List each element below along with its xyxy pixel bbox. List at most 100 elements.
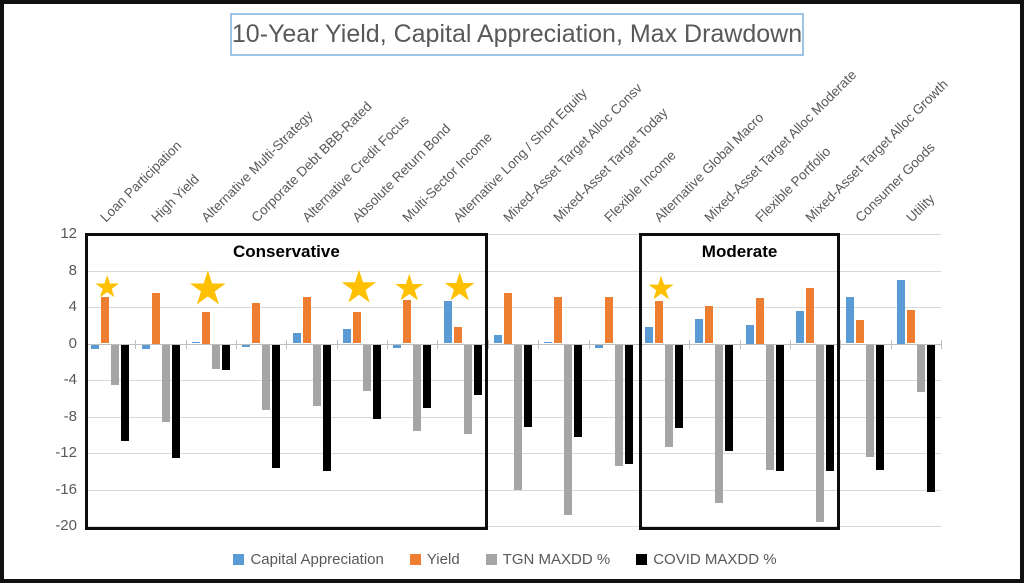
- bar-covid-maxdd-: [372, 344, 381, 420]
- legend-label: TGN MAXDD %: [502, 550, 611, 568]
- y-axis-label: 12: [60, 225, 77, 242]
- bar-tgn-maxdd-: [312, 344, 321, 406]
- bar-yield: [151, 293, 160, 344]
- bar-capital-appreciation: [594, 344, 603, 349]
- legend-swatch: [485, 553, 497, 565]
- bar-tgn-maxdd-: [665, 344, 674, 447]
- zero-axis-line: [85, 343, 941, 345]
- bar-covid-maxdd-: [171, 344, 180, 458]
- gridline: [85, 526, 941, 527]
- bar-tgn-maxdd-: [614, 344, 623, 466]
- bar-covid-maxdd-: [675, 344, 684, 429]
- y-axis-label: -16: [55, 480, 77, 498]
- bar-tgn-maxdd-: [916, 344, 925, 392]
- bar-capital-appreciation: [645, 327, 654, 344]
- bar-yield: [252, 303, 261, 344]
- chart-title: 10-Year Yield, Capital Appreciation, Max…: [231, 20, 803, 48]
- star-icon: ★: [646, 270, 676, 306]
- star-icon: ★: [187, 262, 229, 314]
- bar-capital-appreciation: [745, 325, 754, 344]
- bar-yield: [705, 306, 714, 344]
- bar-yield: [906, 309, 915, 344]
- gridline: [85, 234, 941, 235]
- bar-tgn-maxdd-: [514, 344, 522, 490]
- bar-yield: [352, 312, 361, 344]
- zero-axis-tick: [336, 339, 338, 349]
- bar-yield: [101, 296, 110, 344]
- star-icon: ★: [442, 267, 477, 309]
- group-box-label: Moderate: [701, 242, 778, 261]
- zero-axis-tick: [286, 339, 288, 349]
- legend-swatch: [636, 553, 648, 565]
- legend-item: Yield: [409, 550, 460, 568]
- legend-swatch: [409, 553, 421, 565]
- zero-axis-tick: [185, 339, 187, 349]
- bar-covid-maxdd-: [423, 344, 432, 409]
- bar-capital-appreciation: [846, 296, 855, 344]
- legend-label: Yield: [426, 550, 460, 568]
- zero-axis-tick: [538, 339, 540, 349]
- bar-covid-maxdd-: [775, 344, 784, 472]
- zero-axis-tick: [387, 339, 389, 349]
- bar-capital-appreciation: [342, 328, 351, 344]
- bar-capital-appreciation: [695, 318, 704, 344]
- bar-yield: [403, 299, 412, 344]
- bar-tgn-maxdd-: [111, 344, 120, 385]
- bar-covid-maxdd-: [322, 344, 331, 472]
- legend-item: Capital Appreciation: [233, 550, 384, 568]
- zero-axis-tick: [840, 339, 842, 349]
- bar-yield: [453, 327, 462, 344]
- bar-tgn-maxdd-: [816, 344, 825, 523]
- bar-tgn-maxdd-: [362, 344, 371, 392]
- bar-capital-appreciation: [191, 341, 200, 344]
- bar-covid-maxdd-: [926, 344, 935, 493]
- category-label: Utility: [903, 191, 938, 225]
- gridline: [85, 489, 941, 491]
- bar-tgn-maxdd-: [463, 344, 472, 434]
- gridline: [85, 307, 941, 308]
- y-axis-label: 4: [68, 298, 77, 315]
- legend-item: COVID MAXDD %: [636, 550, 777, 568]
- legend-item: TGN MAXDD %: [485, 550, 611, 568]
- bar-yield: [604, 296, 613, 344]
- gridline: [85, 453, 941, 454]
- bar-tgn-maxdd-: [211, 344, 220, 370]
- zero-axis-tick: [135, 339, 137, 349]
- bar-tgn-maxdd-: [866, 344, 875, 457]
- zero-axis-tick: [739, 339, 741, 349]
- bar-capital-appreciation: [796, 310, 805, 344]
- legend-swatch: [233, 553, 245, 565]
- bar-covid-maxdd-: [473, 344, 482, 395]
- bar-capital-appreciation: [494, 335, 502, 344]
- star-icon: ★: [339, 263, 379, 312]
- legend-label: Capital Appreciation: [250, 550, 384, 568]
- bar-covid-maxdd-: [876, 344, 885, 470]
- zero-axis-tick: [487, 339, 489, 349]
- legend-label: COVID MAXDD %: [653, 550, 777, 568]
- y-axis-label: 0: [68, 334, 77, 352]
- y-axis-label: 8: [68, 261, 77, 279]
- bar-yield: [201, 311, 210, 344]
- bar-covid-maxdd-: [624, 344, 633, 465]
- bar-covid-maxdd-: [725, 344, 734, 452]
- zero-axis-tick: [890, 339, 892, 349]
- bar-tgn-maxdd-: [564, 344, 573, 516]
- y-axis-label: -8: [63, 407, 77, 425]
- plot-area: 12 8 4 0 -4 -8 -12 -16 -20 Loan Participation High…: [4, 4, 1020, 579]
- bar-yield: [755, 297, 764, 344]
- bar-capital-appreciation: [292, 333, 301, 344]
- chart-title-box: 10-Year Yield, Capital Appreciation, Max…: [230, 13, 804, 56]
- group-box-moderate: Moderate: [638, 233, 841, 530]
- gridline: [85, 270, 941, 272]
- category-label: Absolute Return Bond: [349, 120, 454, 225]
- bar-yield: [856, 319, 865, 344]
- bar-tgn-maxdd-: [715, 344, 724, 504]
- bar-capital-appreciation: [896, 279, 905, 344]
- category-label: High Yield: [147, 171, 202, 225]
- gridline: [85, 380, 941, 381]
- bar-capital-appreciation: [242, 344, 251, 348]
- bar-covid-maxdd-: [524, 344, 532, 427]
- zero-axis-tick: [588, 339, 590, 349]
- star-icon: ★: [393, 267, 426, 308]
